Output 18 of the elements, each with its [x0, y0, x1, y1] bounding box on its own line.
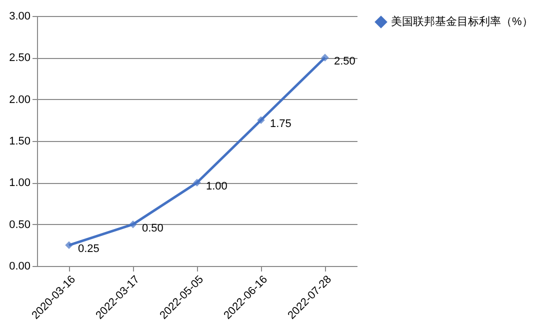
data-label: 0.25: [78, 243, 100, 256]
data-label: 1.00: [206, 180, 228, 193]
data-label: 1.75: [270, 118, 292, 130]
point: [193, 178, 201, 187]
point: [129, 220, 137, 228]
point: [321, 54, 329, 62]
data-label: 0.50: [142, 222, 164, 234]
y-tick-label: 2.00: [9, 94, 30, 106]
data-label: 2.50: [334, 56, 356, 68]
point: [65, 241, 73, 250]
y-tick-label: 1.00: [9, 177, 30, 190]
y-tick-label: 0.00: [9, 260, 30, 272]
point: [257, 116, 265, 124]
legend-label: 美国联邦基金目标利率（%）: [391, 15, 533, 28]
y-tick-label: 2.50: [9, 52, 30, 64]
y-tick-label: 3.00: [9, 10, 30, 22]
y-tick-label: 0.50: [9, 218, 30, 231]
y-tick-label: 1.50: [9, 136, 30, 148]
